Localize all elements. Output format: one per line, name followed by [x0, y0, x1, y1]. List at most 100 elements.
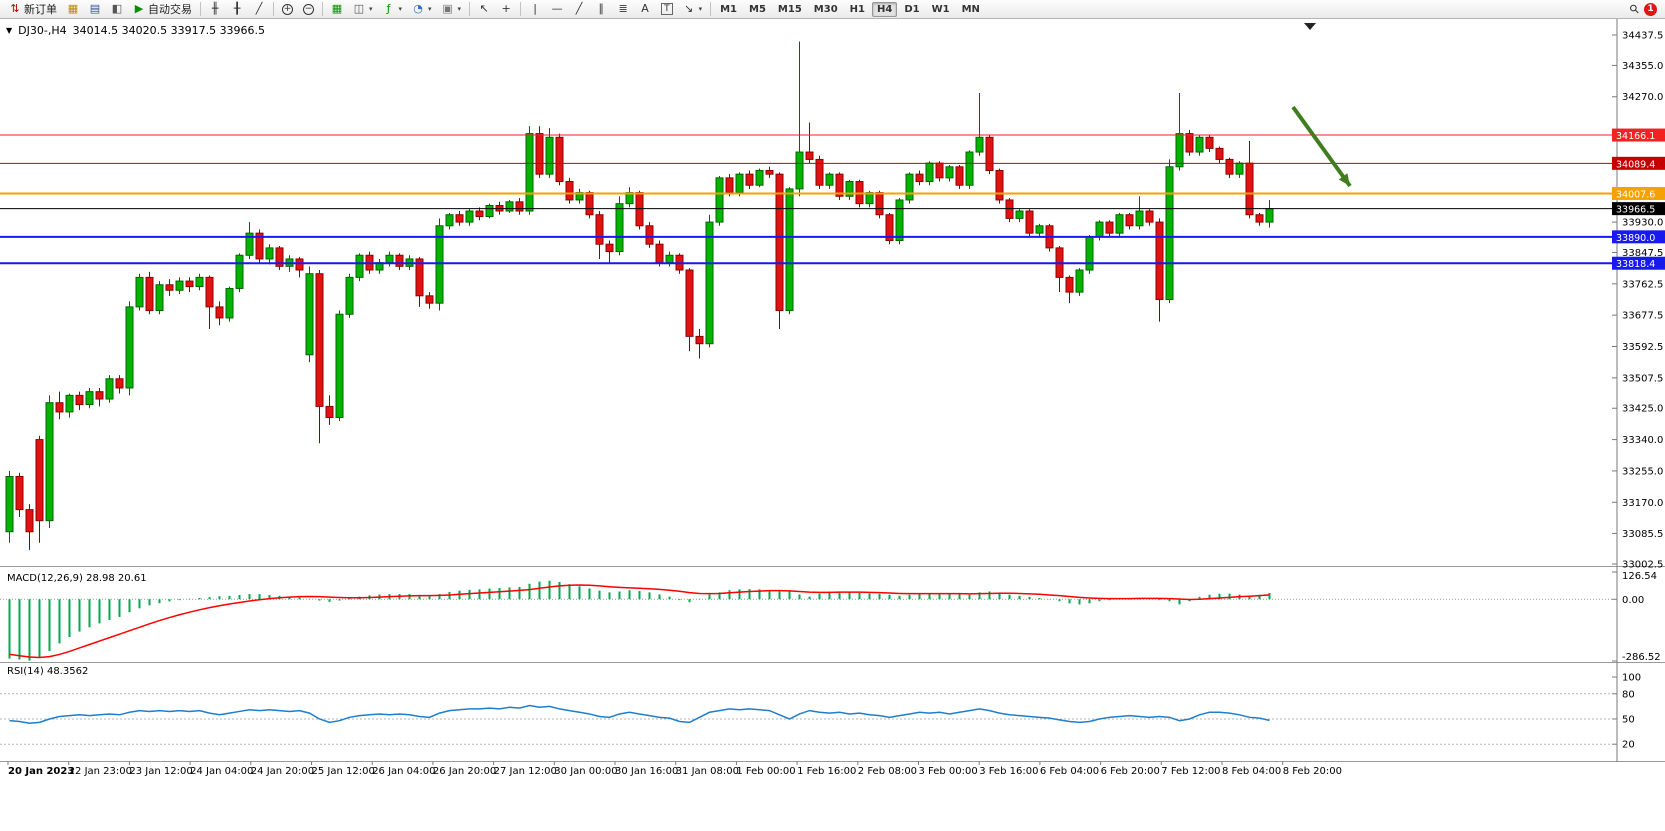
time-tick-label: 27 Jan 12:00	[494, 766, 557, 777]
candle-body	[1265, 208, 1274, 223]
time-tick-label: 3 Feb 00:00	[919, 766, 978, 777]
arrange-windows-button[interactable]: ◫ ▾	[349, 0, 377, 18]
ohlc-values: 34014.5 34020.5 33917.5 33966.5	[72, 24, 266, 37]
candle-body	[445, 214, 454, 227]
timeframe-button-w1[interactable]: W1	[931, 3, 950, 15]
candle-body	[1105, 221, 1114, 234]
candle-body	[265, 247, 274, 260]
search-icon[interactable]: ⚲	[1626, 0, 1643, 18]
candle-body	[335, 313, 344, 418]
zoom-in-icon: +	[282, 3, 293, 15]
candle-body	[1255, 214, 1264, 223]
cursor-button[interactable]: ↖	[474, 0, 494, 18]
toolbar-separator	[710, 2, 712, 16]
candle-body	[715, 177, 724, 223]
candle-body	[845, 181, 854, 197]
timeframe-button-m5[interactable]: M5	[749, 3, 766, 15]
toolbar-separator	[200, 2, 201, 16]
candlestick-chart-button[interactable]: ╂	[227, 0, 247, 18]
timeframe-button-m15[interactable]: M15	[777, 3, 802, 15]
candle-body	[875, 192, 884, 216]
chart-shift-marker-icon[interactable]	[1304, 23, 1316, 30]
trendline-button[interactable]: ╱	[569, 0, 589, 18]
zoom-out-icon: −	[303, 3, 314, 15]
time-tick-label: 2 Feb 08:00	[858, 766, 917, 777]
indicators-button[interactable]: ƒ ▾	[379, 0, 407, 18]
annotation-arrow[interactable]	[1291, 105, 1352, 188]
candle-body	[885, 214, 894, 242]
time-tick-label: 20 Jan 2023	[8, 766, 74, 777]
candle-body	[135, 276, 144, 308]
candle-body	[725, 177, 734, 194]
symbol-timeframe-label: DJ30-,H4	[18, 24, 67, 37]
price-tick-label: 33085.5	[1622, 529, 1663, 540]
fibonacci-button[interactable]: ≣	[613, 0, 633, 18]
candle-body	[1025, 210, 1034, 234]
candle-body	[275, 247, 284, 267]
time-tick-label: 24 Jan 20:00	[251, 766, 314, 777]
line-chart-button[interactable]: ╱	[249, 0, 269, 18]
candle-body	[225, 287, 234, 319]
text-label-button[interactable]: T	[657, 0, 677, 18]
timeframe-button-h4[interactable]: H4	[872, 1, 898, 17]
candle-body	[785, 188, 794, 312]
auto-trading-button[interactable]: ▶ 自动交易	[129, 0, 196, 18]
timeframe-button-m1[interactable]: M1	[720, 3, 737, 15]
arrange-windows-icon: ◫	[353, 2, 365, 15]
charts-grid-button[interactable]: ▦	[63, 0, 83, 18]
arrows-button[interactable]: ↘ ▾	[679, 0, 707, 18]
candle-body	[305, 273, 314, 356]
price-badge-label: 34007.6	[1616, 189, 1655, 200]
template-button[interactable]: ▣ ▾	[438, 0, 466, 18]
candle-body	[1205, 136, 1214, 149]
candle-body	[65, 394, 74, 413]
horizontal-line-button[interactable]: —	[547, 0, 567, 18]
timeframe-button-h1[interactable]: H1	[849, 3, 865, 15]
period-button[interactable]: ◔ ▾	[408, 0, 436, 18]
candle-body	[235, 254, 244, 289]
price-tick-label: 33170.0	[1622, 498, 1663, 509]
text-button[interactable]: A	[635, 0, 655, 18]
vertical-line-button[interactable]: |	[525, 0, 545, 18]
candle-body	[815, 158, 824, 186]
candle-body	[645, 225, 654, 245]
candle-body	[5, 475, 14, 533]
new-order-button[interactable]: ⇅ 新订单	[5, 0, 61, 18]
bar-chart-icon: ╫	[211, 2, 219, 15]
candle-body	[835, 173, 844, 197]
time-tick-label: 30 Jan 16:00	[615, 766, 678, 777]
navigator-button[interactable]: ◧	[107, 0, 127, 18]
zoom-out-button[interactable]: −	[299, 0, 318, 18]
time-tick-label: 31 Jan 08:00	[676, 766, 739, 777]
timeframe-button-m30[interactable]: M30	[813, 3, 838, 15]
candle-body	[1185, 133, 1194, 153]
candle-body	[185, 280, 194, 288]
market-watch-icon: ▤	[89, 2, 101, 15]
candle-body	[1075, 269, 1084, 293]
notification-badge[interactable]: 1	[1644, 2, 1657, 16]
market-watch-button[interactable]: ▤	[85, 0, 105, 18]
price-badge	[1612, 186, 1665, 200]
chevron-down-icon: ▾	[369, 5, 373, 13]
template-icon: ▣	[442, 2, 453, 15]
indicators-icon: ƒ	[386, 2, 391, 15]
price-badge-label: 33890.0	[1616, 233, 1655, 244]
price-tick-label: 34270.0	[1622, 92, 1663, 103]
tile-windows-button[interactable]: ▦	[327, 0, 347, 18]
timeframe-button-mn[interactable]: MN	[961, 3, 980, 15]
candle-body	[1115, 214, 1124, 234]
channel-button[interactable]: ∥	[591, 0, 611, 18]
candle-body	[1245, 162, 1254, 216]
candle-body	[705, 221, 714, 345]
candle-body	[965, 151, 974, 186]
crosshair-button[interactable]: +	[496, 0, 516, 18]
collapse-triangle-icon[interactable]: ▼	[6, 26, 13, 35]
zoom-in-button[interactable]: +	[278, 0, 297, 18]
price-tick-label: 33340.0	[1622, 435, 1663, 446]
candle-body	[195, 276, 204, 288]
candle-body	[585, 192, 594, 216]
price-badge-label: 33966.5	[1616, 205, 1655, 216]
timeframe-button-d1[interactable]: D1	[904, 3, 920, 15]
bar-chart-button[interactable]: ╫	[205, 0, 225, 18]
